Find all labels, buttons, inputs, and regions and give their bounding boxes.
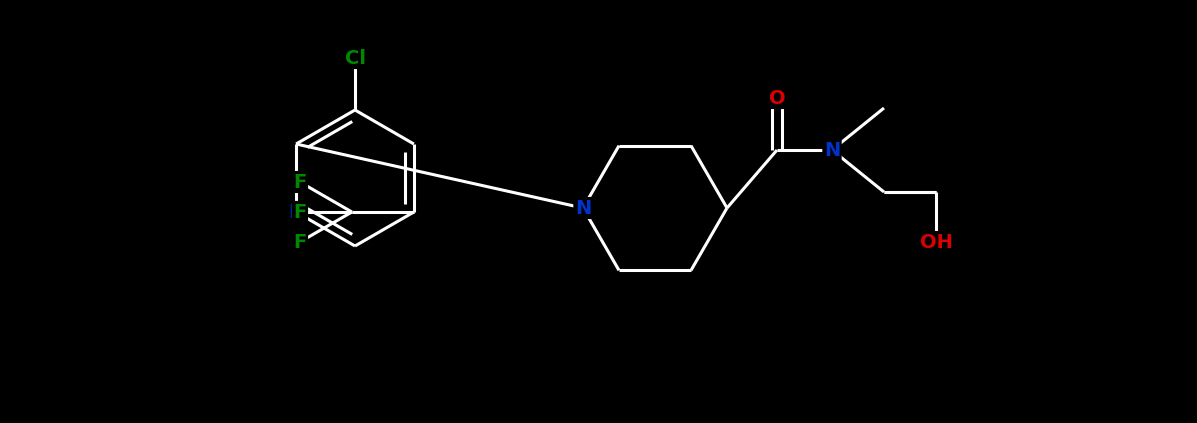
Text: N: N [288, 203, 304, 222]
Text: F: F [293, 233, 306, 252]
Text: F: F [293, 173, 306, 192]
Text: OH: OH [919, 233, 953, 252]
Text: O: O [768, 88, 785, 107]
Text: N: N [575, 198, 591, 217]
Text: F: F [293, 203, 306, 222]
Text: N: N [824, 140, 840, 159]
Text: Cl: Cl [345, 49, 365, 68]
